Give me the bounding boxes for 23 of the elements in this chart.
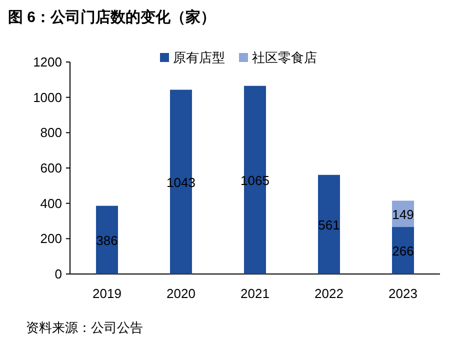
y-tick-label: 800 xyxy=(40,125,62,140)
legend-label: 原有店型 xyxy=(173,50,225,65)
x-tick-label: 2020 xyxy=(166,286,196,301)
y-tick-label: 600 xyxy=(40,160,62,176)
y-tick-label: 1200 xyxy=(33,54,62,70)
data-label: 149 xyxy=(392,206,414,222)
y-tick-label: 200 xyxy=(40,231,62,246)
bar xyxy=(392,227,414,274)
data-label: 386 xyxy=(96,232,118,248)
data-label: 266 xyxy=(392,244,414,259)
x-tick-label: 2021 xyxy=(240,286,270,301)
text: 资料来源：公司公告 xyxy=(26,320,143,335)
y-tick-label: 400 xyxy=(40,196,62,211)
x-tick-label: 2022 xyxy=(314,286,344,301)
x-tick-label: 2019 xyxy=(92,286,122,301)
bar xyxy=(318,174,340,274)
y-tick-label: 0 xyxy=(54,266,62,282)
data-label: 561 xyxy=(318,217,340,232)
x-tick-label: 2023 xyxy=(388,286,418,301)
bar xyxy=(96,206,118,274)
chart-title: 图 6：公司门店数的变化（家） xyxy=(8,8,216,26)
legend-label: 社区零食店 xyxy=(252,50,317,65)
y-tick-label: 1000 xyxy=(33,90,62,105)
